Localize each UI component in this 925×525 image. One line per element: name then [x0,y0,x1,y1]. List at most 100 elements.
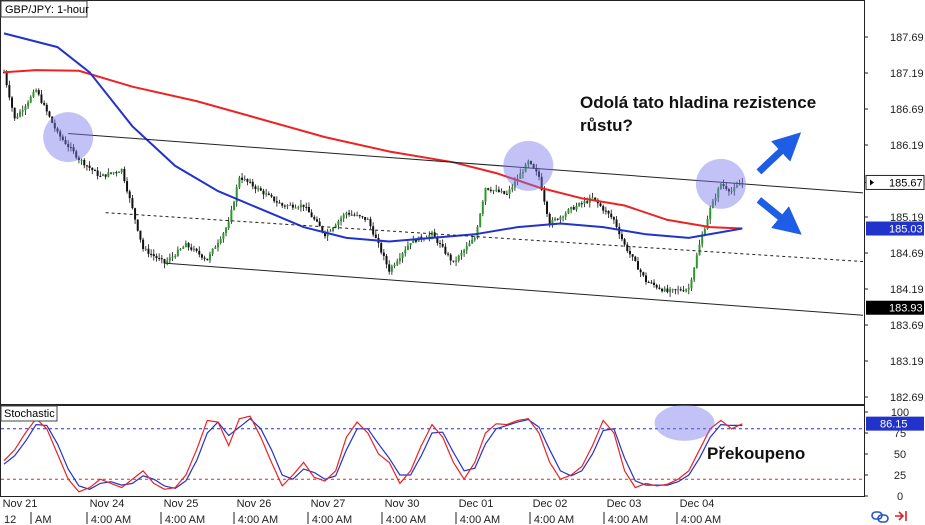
candle-body [658,287,661,289]
candle-body [447,253,450,255]
candle-body [607,210,610,214]
candle-body [238,177,241,188]
candle-body [639,269,642,273]
candle-body [67,144,70,148]
candle-body [230,209,233,222]
breakdown-down-arrow-icon [756,197,802,235]
candle-body [61,136,64,140]
candle-body [179,248,182,250]
candle-body [211,248,214,254]
link-icon[interactable] [871,511,889,523]
candle-body [318,221,321,227]
candle-body [711,201,714,209]
stochastic-panel-frame [0,405,865,497]
candle-body [650,282,653,284]
candle-body [219,239,222,244]
trend-line-2 [105,212,863,263]
candle-body [249,181,252,183]
candle-body [313,217,316,220]
stochastic-y-tick-label: 0 [897,491,903,503]
candle-body [521,172,524,174]
chart-title-box [0,0,88,18]
candle-body [602,206,605,211]
candle-body [5,72,8,86]
candle-body [730,191,733,193]
candle-body [136,219,139,231]
candle-body [246,179,249,182]
candle-body [554,218,557,220]
y-axis-tick-label: 183.19 [890,356,924,368]
candle-body [500,191,503,193]
candle-body [465,246,468,251]
candle-body [655,284,658,288]
candle-body [495,189,498,191]
candle-body [294,207,297,209]
candle-body [160,258,163,260]
x-axis-day-label: Dec 03 [607,498,642,510]
candle-body [572,207,575,210]
candle-body [578,203,581,207]
candle-body [345,212,348,215]
x-axis-time-label: AM [35,514,52,525]
stochastic-y-tick-label: 75 [894,428,906,440]
candle-body [471,239,474,244]
candle-body [385,255,388,265]
candle-body [489,189,492,192]
jump-to-end-icon[interactable] [895,511,907,521]
candle-body [503,191,506,194]
candle-body [227,221,230,229]
y-axis-tick-label: 186.69 [890,104,924,116]
candle-body [374,234,377,238]
x-axis-time-label: 4:00 AM [681,514,721,525]
candle-body [107,172,110,177]
candle-body [340,218,343,222]
candle-body [233,201,236,210]
candle-body [559,216,562,220]
candle-body [612,217,615,220]
candle-body [604,210,607,212]
stochastic-value-label: 86.15 [880,419,908,431]
candle-body [735,185,738,188]
candle-body [305,206,308,208]
candle-body [262,190,265,195]
candle-body [195,248,198,251]
candle-body [251,181,254,187]
candle-body [24,106,27,111]
current-price-marker-icon [870,179,874,186]
candle-body [123,168,126,182]
candle-body [575,206,578,210]
highlight-circle-2 [503,140,554,191]
candle-body [519,173,522,179]
candle-body [476,226,479,239]
candle-body [492,190,495,192]
stochastic-k-line [3,415,743,493]
candle-body [661,288,664,292]
candle-body [540,176,543,191]
y-axis-tick-label: 184.69 [890,248,924,260]
candle-body [184,243,187,248]
candle-body [69,147,72,149]
candle-body [719,184,722,189]
candle-body [431,232,433,235]
candle-body [511,187,514,190]
candle-body [126,181,129,192]
candle-body [508,189,511,195]
stochastic-value-badge [866,416,924,431]
stochastic-y-tick-label: 50 [894,449,906,461]
candle-body [150,253,153,255]
candle-body [733,187,736,192]
candle-body [64,139,67,145]
candle-body [155,256,158,259]
candle-body [562,216,565,218]
candle-body [628,250,631,255]
candle-body [671,289,674,291]
price-badge-label: 185.03 [889,224,923,236]
candle-body [37,90,40,95]
candle-body [709,208,712,220]
candle-body [382,252,385,256]
candle-body [497,189,500,192]
candle-body [299,204,302,208]
candle-body [225,228,228,234]
candle-body [714,198,717,202]
